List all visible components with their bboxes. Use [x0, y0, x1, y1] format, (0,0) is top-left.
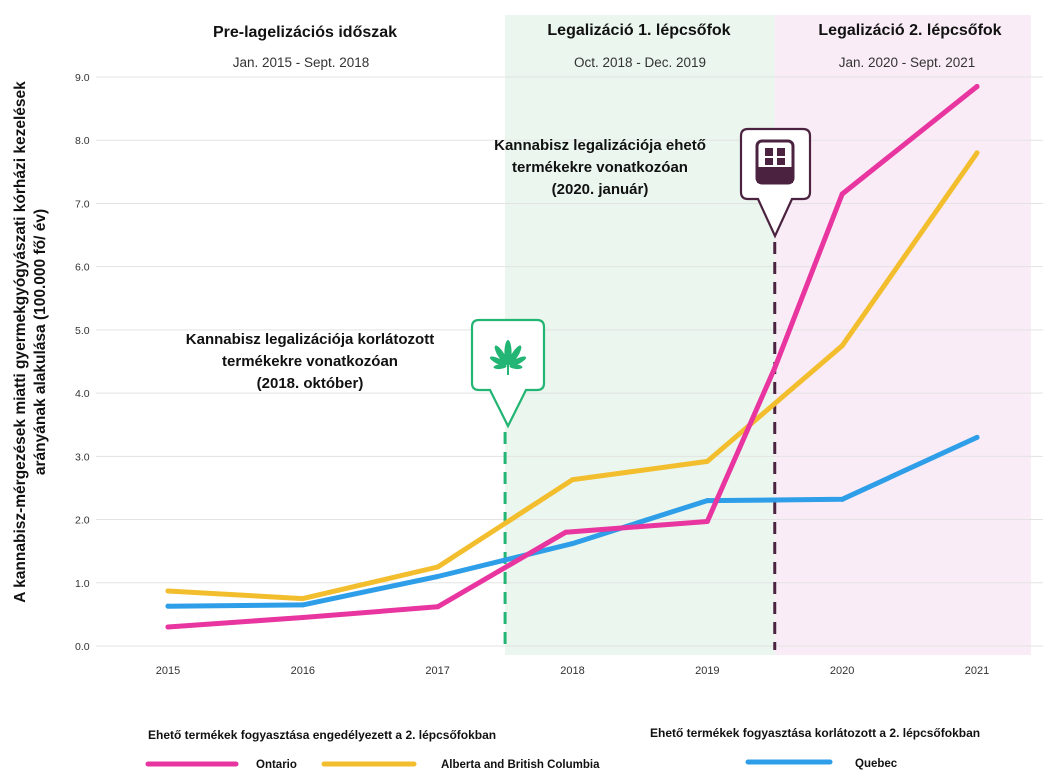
edibles-icon — [755, 139, 795, 185]
x-tick-label: 2020 — [830, 665, 854, 677]
data-point-alberta-and-british-columbia — [839, 343, 845, 349]
x-axis-ticks: 2015 2016 2017 2018 2019 2020 2021 — [156, 665, 989, 677]
data-point-ontario — [974, 83, 980, 89]
data-point-alberta-and-british-columbia — [974, 150, 980, 156]
phase-title-legalization-2: Legalizáció 2. lépcsőfok — [818, 22, 1001, 39]
data-point-alberta-and-british-columbia — [570, 477, 575, 483]
y-tick-label: 8.0 — [75, 135, 90, 147]
phase-background-legalization-2 — [774, 15, 1031, 655]
annotation-line: termékekre vonatkozóan — [512, 159, 688, 176]
phase-title-pre-legalization: Pre-lagelizációs időszak — [213, 24, 397, 41]
y-tick-label: 9.0 — [75, 72, 90, 84]
series-lines — [165, 83, 980, 630]
phase-dates-legalization-1: Oct. 2018 - Dec. 2019 — [574, 55, 706, 70]
y-tick-label: 7.0 — [75, 198, 90, 210]
data-point-ontario — [435, 604, 441, 610]
annotation-line: (2018. október) — [257, 375, 364, 392]
data-point-ontario — [563, 529, 569, 535]
data-point-ontario — [772, 365, 778, 371]
data-point-ontario — [704, 518, 710, 524]
legend-label-ontario: Ontario — [256, 759, 297, 771]
series-line-ontario — [165, 84, 980, 630]
annotation-line: Kannabisz legalizációja korlátozott — [186, 331, 434, 348]
y-tick-label: 1.0 — [75, 578, 90, 590]
y-axis-label-line-1: A kannabisz-mérgezések miatti gyermekgyó… — [12, 81, 29, 603]
phase-dates-legalization-2: Jan. 2020 - Sept. 2021 — [839, 55, 976, 70]
annotation-line: Kannabisz legalizációja ehető — [494, 137, 706, 154]
y-tick-label: 3.0 — [75, 451, 90, 463]
y-tick-label: 2.0 — [75, 515, 90, 527]
phase-background-legalization-1 — [505, 15, 775, 655]
data-point-quebec — [300, 602, 306, 608]
y-tick-label: 4.0 — [75, 388, 90, 400]
data-point-ontario — [839, 191, 845, 197]
legend-label-alberta-bc: Alberta and British Columbia — [441, 759, 600, 771]
data-point-quebec — [839, 496, 845, 502]
x-tick-label: 2017 — [425, 665, 449, 677]
y-axis-ticks: 0.0 1.0 2.0 3.0 4.0 5.0 6.0 7.0 8.0 9.0 — [75, 72, 90, 653]
phase-title-legalization-1: Legalizáció 1. lépcsőfok — [547, 22, 730, 39]
annotation-restricted-legalization: Kannabisz legalizációja korlátozott term… — [186, 331, 434, 392]
y-tick-label: 6.0 — [75, 262, 90, 274]
event-marker-restricted-legalization — [470, 318, 546, 429]
data-point-quebec — [704, 498, 710, 504]
data-point-ontario — [165, 624, 171, 630]
data-point-alberta-and-british-columbia — [704, 458, 710, 464]
annotation-line: termékekre vonatkozóan — [222, 353, 398, 370]
data-point-quebec — [435, 573, 441, 579]
legend-heading-permitted: Ehető termékek fogyasztása engedélyezett… — [148, 728, 496, 742]
data-point-quebec — [165, 603, 171, 609]
annotation-edibles-legalization: Kannabisz legalizációja ehető termékekre… — [494, 137, 706, 198]
data-point-alberta-and-british-columbia — [165, 588, 171, 594]
gridlines — [96, 76, 1043, 647]
legend: Ehető termékek fogyasztása engedélyezett… — [145, 726, 980, 771]
data-point-alberta-and-british-columbia — [300, 596, 306, 602]
data-point-quebec — [570, 541, 575, 547]
cannabis-leaf-icon — [489, 340, 527, 375]
legend-heading-restricted: Ehető termékek fogyasztása korlátozott a… — [650, 726, 980, 740]
y-axis-label-line-2: arányának alakulása (100.000 fő/ év) — [32, 209, 49, 475]
x-tick-label: 2016 — [291, 665, 315, 677]
phase-dates-pre-legalization: Jan. 2015 - Sept. 2018 — [233, 55, 370, 70]
legend-label-quebec: Quebec — [855, 758, 898, 770]
x-tick-label: 2018 — [560, 665, 584, 677]
data-point-quebec — [974, 434, 980, 440]
x-tick-label: 2015 — [156, 665, 180, 677]
annotation-line: (2020. január) — [552, 181, 649, 198]
y-tick-label: 5.0 — [75, 325, 90, 337]
event-marker-edibles-legalization — [739, 127, 812, 239]
data-point-ontario — [300, 615, 306, 621]
x-tick-label: 2021 — [965, 665, 989, 677]
data-point-alberta-and-british-columbia — [435, 564, 441, 570]
y-tick-label: 0.0 — [75, 641, 90, 653]
x-tick-label: 2019 — [695, 665, 719, 677]
